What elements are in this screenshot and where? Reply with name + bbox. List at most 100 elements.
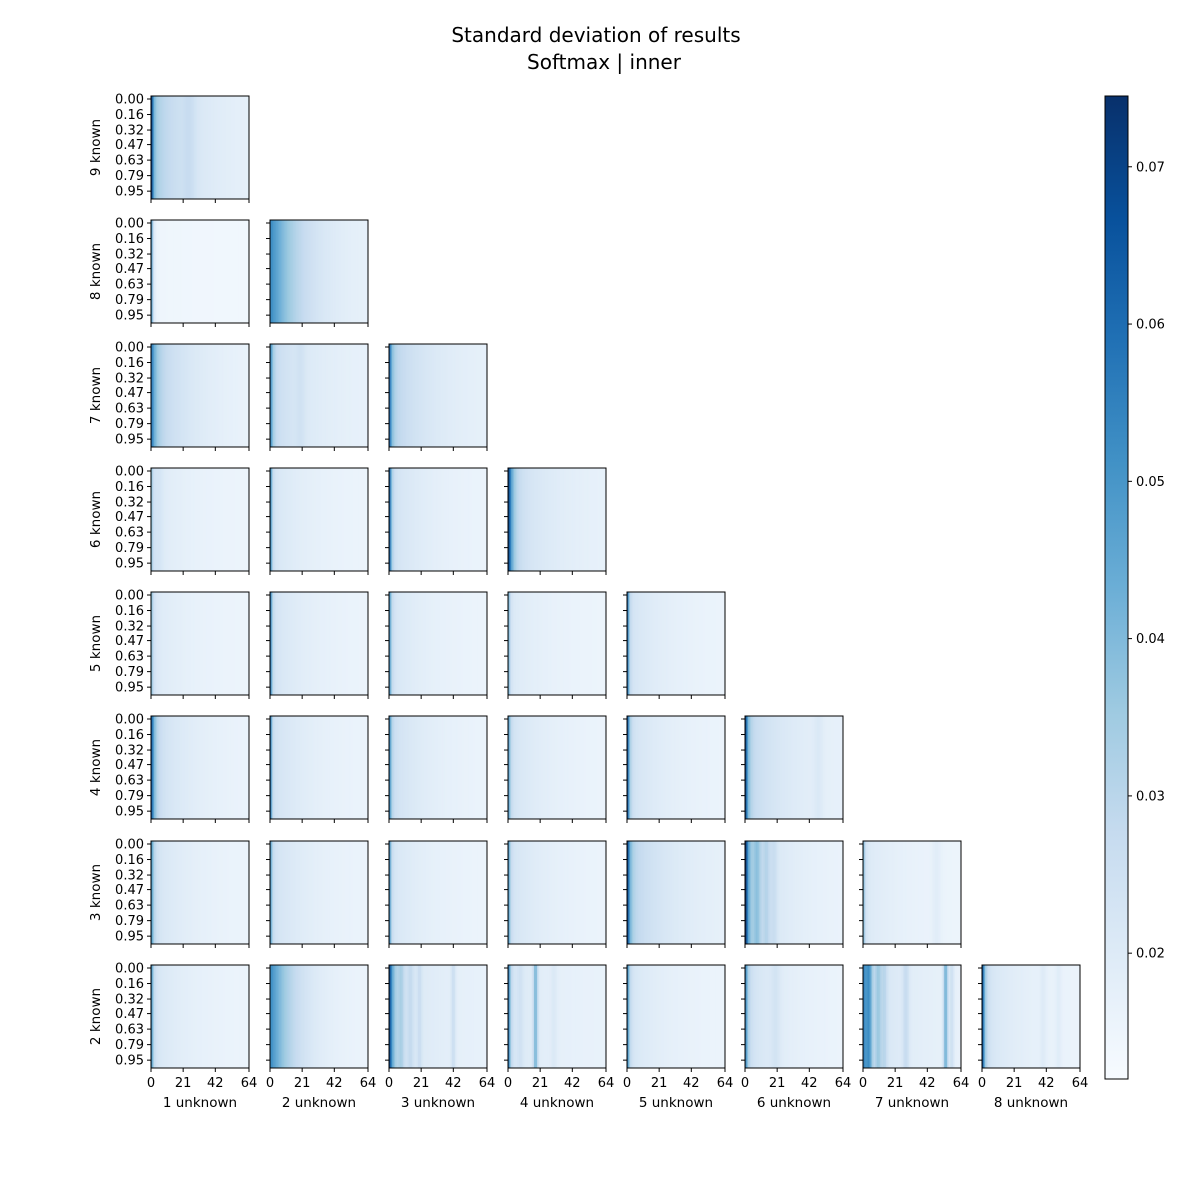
heatmap-cell (628, 965, 631, 1068)
heatmap-cell (364, 344, 367, 447)
heatmap-cell (761, 965, 764, 1068)
heatmap-cell (238, 96, 241, 199)
heatmap-cell (757, 716, 760, 819)
row-label: 2 known (88, 988, 104, 1045)
col-label: 7 unknown (875, 1095, 949, 1111)
heatmap-cell (438, 841, 440, 944)
heatmap-cell (706, 841, 709, 944)
heatmap-cell (801, 841, 804, 944)
heatmap-cell (221, 592, 224, 695)
x-tick-label: 21 (769, 1076, 786, 1091)
heatmap-cell (170, 344, 173, 447)
heatmap-cell (203, 965, 205, 1068)
heatmap-cell (598, 468, 601, 571)
heatmap-cell (434, 841, 437, 944)
heatmap-cell (433, 468, 436, 571)
heatmap-cell (830, 716, 833, 819)
heatmap-cell (691, 965, 694, 1068)
heatmap-cell (360, 344, 363, 447)
heatmap-cell (434, 344, 437, 447)
heatmap-cell (436, 716, 439, 819)
heatmap-cell (656, 592, 659, 695)
heatmap-panel (385, 467, 488, 575)
heatmap-cell (319, 965, 321, 1068)
heatmap-cell (354, 841, 357, 944)
heatmap-cell (438, 344, 440, 447)
heatmap-cell (196, 344, 199, 447)
heatmap-cell (355, 468, 358, 571)
heatmap-cell (902, 965, 905, 1068)
heatmap-cell (783, 841, 786, 944)
heatmap-cell (155, 965, 158, 1068)
heatmap-cell (247, 716, 250, 819)
heatmap-cell (335, 468, 338, 571)
heatmap-cell (193, 468, 196, 571)
heatmap-cell (643, 965, 646, 1068)
heatmap-cell (573, 468, 576, 571)
heatmap-cell (677, 841, 680, 944)
heatmap-cell (315, 716, 318, 819)
heatmap-cell (566, 468, 569, 571)
heatmap-cell (178, 344, 181, 447)
heatmap-cell (804, 716, 807, 819)
heatmap-cell (864, 841, 867, 944)
heatmap-cell (558, 592, 561, 695)
heatmap-cell (183, 592, 186, 695)
heatmap-cell (509, 468, 512, 571)
heatmap-cell (907, 965, 910, 1068)
heatmap-cell (152, 592, 155, 695)
heatmap-cell (233, 220, 236, 323)
heatmap-cell (867, 965, 870, 1068)
heatmap-cell (427, 592, 430, 695)
heatmap-cell (183, 716, 186, 819)
heatmap-cell (325, 468, 328, 571)
heatmap-cell (229, 96, 232, 199)
y-tick-label: 0.63 (115, 774, 144, 789)
heatmap-cell (1034, 965, 1036, 1068)
heatmap-cell (325, 220, 328, 323)
heatmap-cell (363, 716, 366, 819)
heatmap-cell (708, 965, 711, 1068)
heatmap-cell (351, 716, 354, 819)
heatmap-cell (227, 220, 230, 323)
heatmap-cell (810, 716, 813, 819)
heatmap-cell (602, 468, 605, 571)
heatmap-cell (416, 965, 419, 1068)
heatmap-cell (477, 468, 480, 571)
heatmap-cell (213, 468, 216, 571)
y-tick-label: 0.16 (115, 853, 144, 868)
heatmap-cell (198, 716, 201, 819)
heatmap-cell (160, 716, 163, 819)
heatmap-cell (322, 592, 324, 695)
heatmap-cell (436, 965, 439, 1068)
heatmap-cell (274, 841, 277, 944)
colorbar-gradient (1104, 95, 1129, 1080)
heatmap-cell (157, 96, 160, 199)
heatmap-cell (482, 716, 485, 819)
heatmap-cell (595, 841, 598, 944)
heatmap-cell (213, 344, 216, 447)
heatmap-cell (401, 716, 404, 819)
heatmap-cell (579, 592, 582, 695)
heatmap-cell (1000, 965, 1003, 1068)
heatmap-cell (924, 841, 927, 944)
heatmap-cell (712, 965, 715, 1068)
heatmap-cell (1009, 965, 1012, 1068)
heatmap-cell (273, 592, 275, 695)
heatmap-cell (346, 716, 349, 819)
heatmap-cell (270, 965, 272, 1068)
heatmap-cell (838, 841, 841, 944)
heatmap-cell (352, 468, 355, 571)
heatmap-cell (363, 841, 366, 944)
heatmap-cell (392, 344, 394, 447)
y-tick-label: 0.16 (115, 108, 144, 123)
heatmap-cell (723, 965, 726, 1068)
heatmap-cell (425, 592, 428, 695)
heatmap-cell (640, 841, 643, 944)
heatmap-cell (780, 965, 783, 1068)
heatmap-cell (688, 716, 691, 819)
x-tick-label: 64 (598, 1076, 615, 1091)
heatmap-cell (218, 841, 221, 944)
heatmap-cell (555, 592, 558, 695)
heatmap-cell (335, 841, 338, 944)
